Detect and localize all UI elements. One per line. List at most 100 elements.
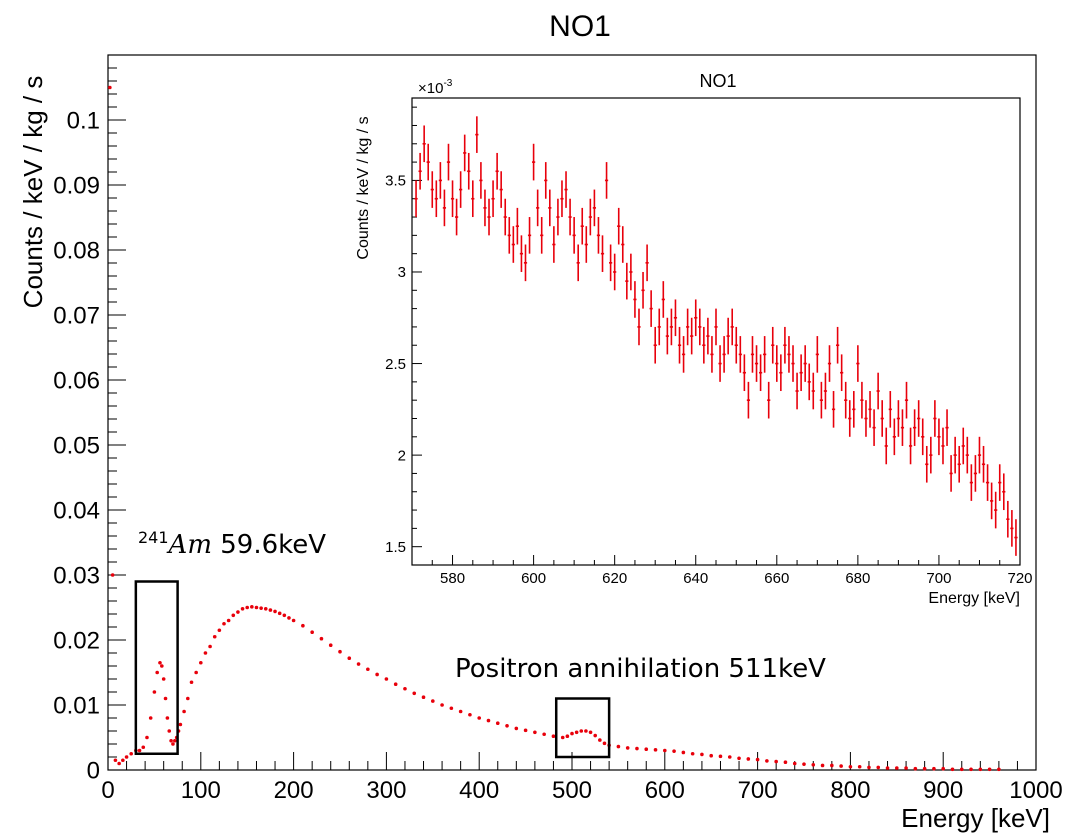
data-point xyxy=(990,482,994,520)
data-point xyxy=(580,207,584,245)
x-tick-label: 100 xyxy=(181,777,221,804)
data-point xyxy=(957,445,961,483)
data-point xyxy=(895,766,899,770)
data-point xyxy=(775,345,779,382)
data-point xyxy=(604,162,609,199)
data-point xyxy=(564,171,568,208)
data-point xyxy=(661,281,665,318)
data-point xyxy=(250,605,254,609)
positron-peak-label: Positron annihilation 511keV xyxy=(455,654,826,684)
data-point xyxy=(629,253,633,291)
data-point xyxy=(384,677,389,681)
data-point xyxy=(347,656,352,660)
data-point xyxy=(277,611,282,616)
data-point xyxy=(644,747,649,751)
data-point xyxy=(978,767,983,772)
data-point xyxy=(617,207,621,245)
main-x-tick-labels: 0 100 200 300 400 500 600 700 800 900 1000 xyxy=(101,777,1062,804)
data-point xyxy=(259,606,263,610)
data-point xyxy=(933,400,937,437)
data-point xyxy=(625,262,629,300)
inset-data-points xyxy=(414,116,1018,556)
data-point xyxy=(807,363,811,401)
data-point xyxy=(645,244,649,282)
data-point xyxy=(268,608,273,612)
data-point xyxy=(442,189,447,227)
data-point xyxy=(576,244,580,282)
data-point xyxy=(282,613,287,618)
am-peak-box xyxy=(134,580,179,755)
data-point xyxy=(998,464,1002,501)
data-point xyxy=(872,409,876,446)
data-point xyxy=(734,326,738,364)
data-point xyxy=(565,734,570,738)
data-point xyxy=(726,317,730,355)
data-point xyxy=(840,354,844,392)
data-point xyxy=(616,744,621,749)
data-point xyxy=(366,667,370,672)
y-tick-label: 0.05 xyxy=(53,432,100,459)
data-point xyxy=(714,308,718,346)
data-point xyxy=(422,125,426,163)
data-point xyxy=(222,621,226,626)
data-point xyxy=(556,198,560,236)
data-point xyxy=(672,749,676,753)
data-point xyxy=(621,226,625,263)
data-point xyxy=(1014,519,1018,556)
data-point xyxy=(161,677,166,681)
data-point xyxy=(273,609,277,614)
data-point xyxy=(503,198,507,236)
y-tick-label: 0.02 xyxy=(53,627,100,654)
data-point xyxy=(815,336,819,373)
data-point xyxy=(738,336,742,373)
data-point xyxy=(477,716,482,720)
data-point xyxy=(969,464,973,501)
data-point xyxy=(505,724,509,728)
data-point xyxy=(548,189,552,227)
data-point xyxy=(245,605,249,610)
main-data-points xyxy=(108,85,1001,772)
data-point xyxy=(117,761,121,766)
data-point xyxy=(750,336,755,373)
data-point xyxy=(900,409,905,446)
data-point xyxy=(888,391,892,428)
data-point xyxy=(449,706,454,711)
data-point xyxy=(836,326,840,364)
data-point xyxy=(440,703,444,707)
data-point xyxy=(572,217,576,254)
data-point xyxy=(129,751,133,756)
data-point xyxy=(767,381,771,419)
main-y-axis-label: Counts / keV / kg / s xyxy=(18,76,48,309)
data-point xyxy=(718,345,722,382)
data-point xyxy=(475,116,479,153)
data-point xyxy=(641,271,645,309)
main-y-tick-labels: 0 0.01 0.02 0.03 0.04 0.05 0.06 0.07 0.08 0.09 0.1 xyxy=(53,107,100,784)
data-point xyxy=(965,436,969,474)
data-point xyxy=(609,244,613,282)
x-tick-label: 900 xyxy=(923,777,963,804)
data-point xyxy=(868,391,872,428)
data-point xyxy=(827,345,832,382)
data-point xyxy=(885,766,890,770)
main-title: NO1 xyxy=(549,10,611,43)
data-point xyxy=(568,198,572,236)
data-point xyxy=(412,691,417,696)
data-point xyxy=(596,217,601,254)
y-tick-label: 1.5 xyxy=(385,539,406,556)
data-point xyxy=(839,764,843,768)
inset-title: NO1 xyxy=(699,71,736,91)
data-point xyxy=(779,354,783,392)
data-point xyxy=(495,152,499,190)
x-tick-label: 720 xyxy=(1007,570,1032,587)
data-point xyxy=(148,716,153,720)
am-peak-label: 241Am 59.6keV xyxy=(138,528,326,560)
y-tick-label: 0.03 xyxy=(53,562,100,589)
data-point xyxy=(141,745,146,750)
data-point xyxy=(160,664,164,668)
inset-y-axis-label: Counts / keV / kg / s xyxy=(355,116,372,259)
data-point xyxy=(467,152,471,190)
data-point xyxy=(356,662,361,666)
data-point xyxy=(236,610,240,614)
data-point xyxy=(917,400,921,437)
data-point xyxy=(519,235,524,272)
